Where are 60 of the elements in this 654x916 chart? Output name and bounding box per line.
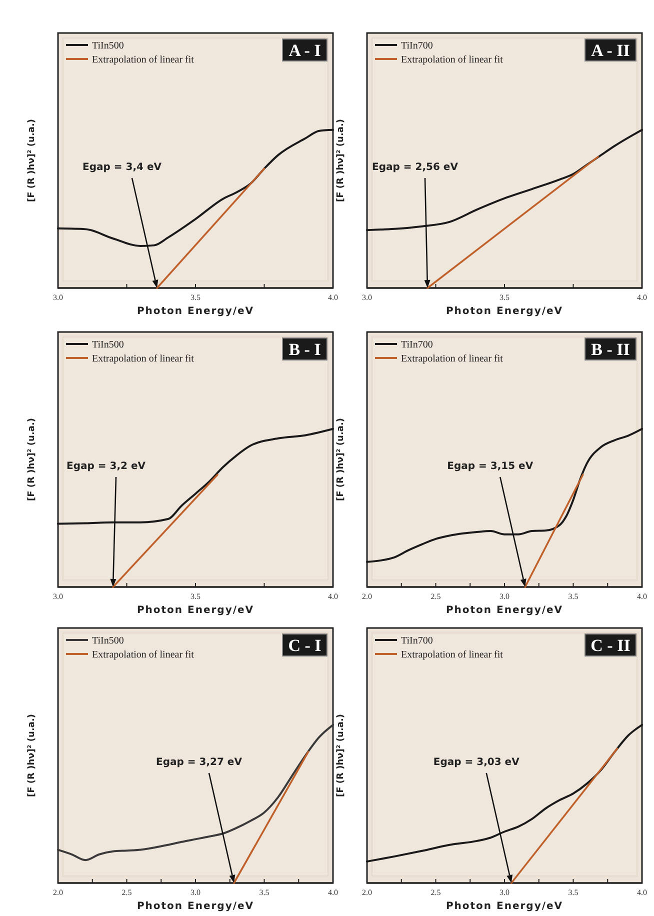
y-axis-title: [F (R )hν]² (u.a.): [27, 418, 37, 501]
x-axis-title: Photon Energy/eV: [136, 901, 254, 912]
chart-title: A - I: [288, 41, 322, 60]
x-axis-title: Photon Energy/eV: [446, 605, 564, 616]
x-axis-title: Photon Energy/eV: [446, 306, 564, 317]
x-tick-label: 3.5: [500, 293, 510, 302]
x-axis-title: Photon Energy/eV: [446, 901, 564, 912]
x-axis-title: Photon Energy/eV: [136, 605, 254, 616]
chart-title: C - I: [288, 636, 322, 655]
x-tick-label: 3.0: [53, 592, 63, 601]
annotation: Egap = 3,4 eV: [82, 162, 162, 173]
legend-label: TiIn700: [401, 340, 433, 350]
annotation: Egap = 3,27 eV: [156, 757, 242, 768]
x-tick-label: 4.0: [328, 592, 338, 601]
x-tick-label: 2.0: [362, 888, 372, 897]
legend-label: Extrapolation of linear fit: [401, 54, 504, 66]
y-axis-title: [F (R )hν]² (u.a.): [336, 714, 346, 797]
x-tick-label: 2.0: [362, 592, 372, 601]
x-tick-label: 4.0: [328, 888, 338, 897]
x-axis-title: Photon Energy/eV: [136, 306, 254, 317]
y-axis-title: [F (R )hν]² (u.a.): [336, 418, 346, 501]
x-tick-label: 3.0: [190, 888, 200, 897]
x-tick-label: 2.5: [430, 888, 441, 897]
x-tick-label: 3.0: [500, 888, 510, 897]
legend-label: TiIn700: [401, 636, 433, 646]
legend-label: TiIn500: [92, 636, 124, 646]
annotation: Egap = 3,03 eV: [433, 757, 520, 768]
legend-label: Extrapolation of linear fit: [401, 650, 504, 660]
x-tick-label: 2.0: [53, 888, 63, 897]
legend-label: Extrapolation of linear fit: [92, 54, 194, 66]
chart-title: B - I: [288, 340, 322, 359]
x-tick-label: 3.0: [53, 293, 63, 302]
x-tick-label: 3.5: [568, 592, 578, 601]
x-tick-label: 2.5: [430, 592, 441, 601]
chart-title: A - II: [591, 41, 630, 60]
y-axis-title: [F (R )hν]² (u.a.): [336, 119, 346, 202]
annotation: Egap = 3,2 eV: [66, 461, 146, 472]
x-tick-label: 3.5: [259, 888, 270, 897]
legend-label: TiIn500: [92, 340, 124, 350]
x-tick-label: 4.0: [637, 293, 647, 302]
x-tick-label: 3.0: [362, 293, 372, 302]
x-tick-label: 4.0: [328, 293, 338, 302]
y-axis-title: [F (R )hν]² (u.a.): [27, 714, 37, 797]
x-tick-label: 4.0: [637, 592, 647, 601]
chart-title: C - II: [590, 636, 631, 655]
x-tick-label: 3.5: [190, 293, 200, 302]
legend-label: Extrapolation of linear fit: [92, 650, 194, 660]
legend-label: TiIn700: [401, 40, 433, 52]
legend-label: Extrapolation of linear fit: [401, 354, 504, 364]
x-tick-label: 3.0: [500, 592, 510, 601]
chart-title: B - II: [591, 340, 630, 359]
y-axis-title: [F (R )hν]² (u.a.): [27, 119, 37, 202]
x-tick-label: 3.5: [190, 592, 200, 601]
x-tick-label: 3.5: [568, 888, 578, 897]
legend-label: Extrapolation of linear fit: [92, 354, 194, 364]
annotation: Egap = 3,15 eV: [447, 461, 534, 472]
x-tick-label: 2.5: [122, 888, 132, 897]
x-tick-label: 4.0: [637, 888, 647, 897]
legend-label: TiIn500: [92, 40, 124, 52]
annotation: Egap = 2,56 eV: [372, 162, 458, 173]
